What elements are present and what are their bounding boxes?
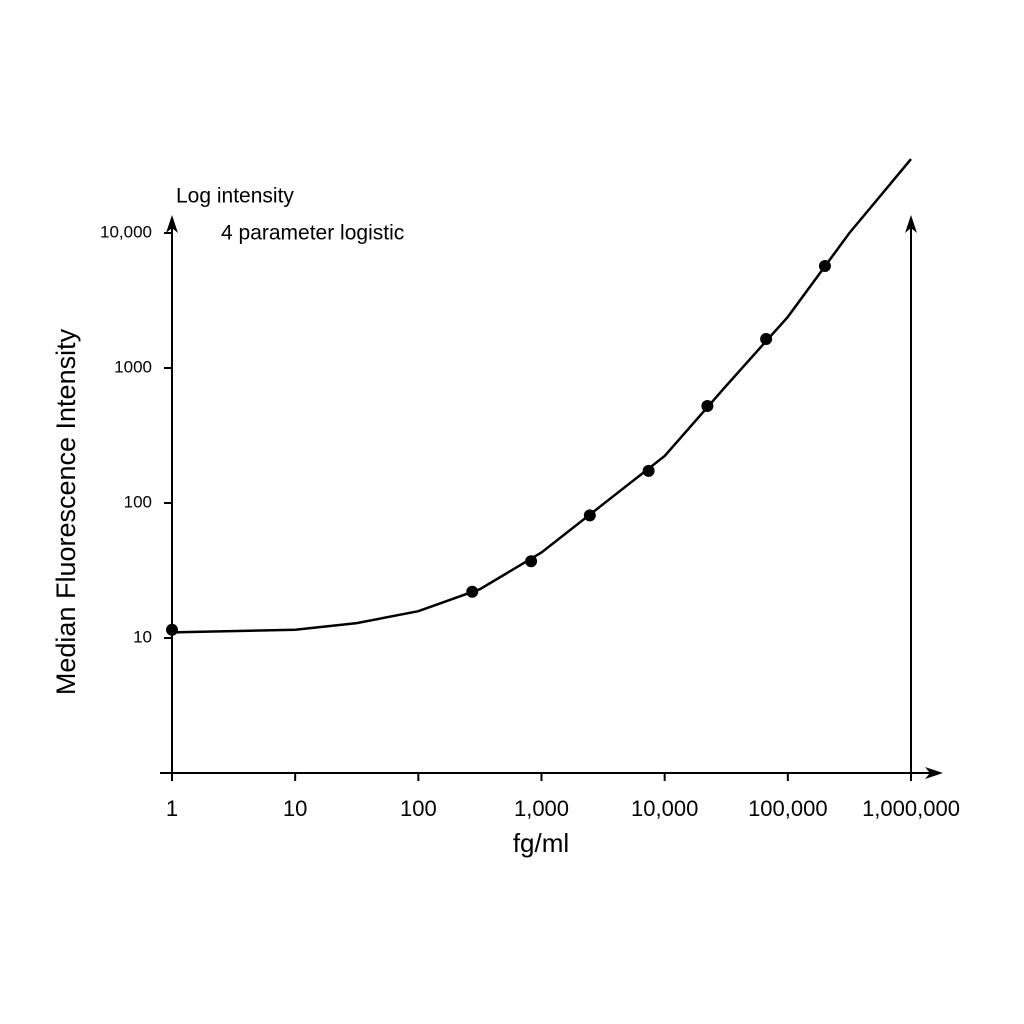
x-tick-label: 1,000,000 (862, 796, 960, 821)
y-tick-label: 10 (133, 627, 152, 646)
x-tick-label: 10 (283, 796, 307, 821)
y-axis-arrow (166, 215, 178, 233)
y-tick-label: 100 (124, 492, 152, 511)
x-tick-label: 10,000 (631, 796, 698, 821)
data-point (166, 623, 178, 636)
fit-curve (171, 158, 912, 634)
data-point (642, 464, 655, 477)
x-axis-arrow (925, 767, 943, 779)
x-tick-label: 100,000 (748, 796, 828, 821)
chart-title: Log intensity (176, 185, 294, 208)
right-axis-arrow (905, 215, 917, 233)
x-axis-label: fg/ml (513, 828, 569, 858)
y-tick-label: 10,000 (100, 222, 152, 241)
x-tick-label: 1 (166, 796, 178, 821)
x-tick-label: 1,000 (514, 796, 569, 821)
y-axis-label: Median Fluorescence Intensity (51, 328, 81, 695)
y-tick-label: 1000 (114, 357, 152, 376)
chart-subtitle: 4 parameter logistic (221, 222, 404, 245)
x-tick-label: 100 (400, 796, 437, 821)
